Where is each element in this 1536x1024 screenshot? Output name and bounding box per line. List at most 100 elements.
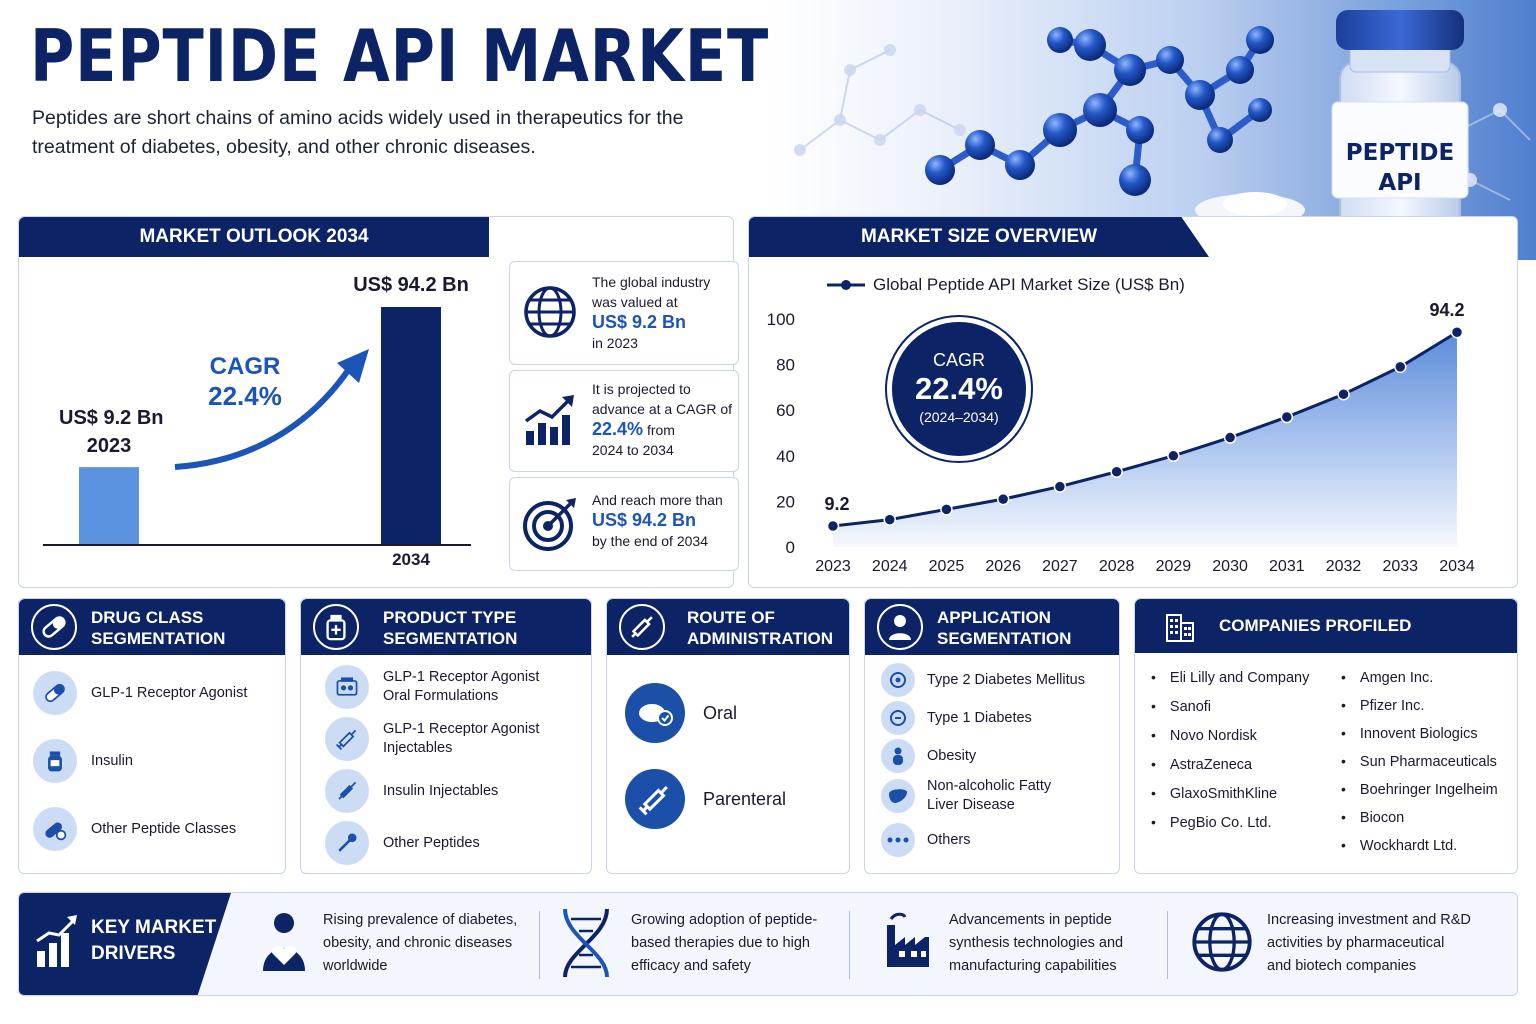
outlook-end-year: 2034 — [392, 550, 430, 569]
application-panel: APPLICATION SEGMENTATION Type 2 Diabetes … — [864, 598, 1120, 874]
globe-icon — [1192, 912, 1252, 972]
liver-icon — [889, 789, 907, 803]
bar-2034 — [381, 307, 441, 545]
list-item: Other Peptides — [325, 821, 480, 865]
company-item: Biocon — [1341, 809, 1404, 826]
building-icon — [1166, 614, 1194, 642]
driver-item-4: Increasing investment and R&D activities… — [1191, 893, 1501, 995]
divider — [1167, 911, 1168, 979]
product-type-item-2-l1: GLP-1 Receptor Agonist — [383, 721, 540, 737]
company-item: Boehringer Ingelheim — [1341, 781, 1498, 798]
data-point — [1280, 410, 1294, 424]
oral-pill-icon — [639, 704, 673, 726]
market-outlook-heading: MARKET OUTLOOK 2034 — [19, 217, 489, 257]
list-item: Oral — [625, 683, 737, 743]
list-item: Type 1 Diabetes — [881, 701, 1032, 735]
data-point — [1450, 325, 1464, 339]
drug-class-title-2: SEGMENTATION — [91, 629, 226, 648]
route-title-2: ADMINISTRATION — [687, 629, 834, 648]
y-tick-label: 80 — [776, 356, 795, 375]
list-item: Type 2 Diabetes Mellitus — [881, 663, 1085, 697]
key-drivers-title-1: KEY MARKET — [91, 917, 217, 938]
driver-3-l3: manufacturing capabilities — [949, 958, 1117, 974]
drug-class-title-1: DRUG CLASS — [91, 608, 204, 627]
vial-label: PEPTIDE API — [1345, 140, 1455, 196]
product-type-item-1-l2: Oral Formulations — [383, 688, 499, 704]
x-tick-label: 2033 — [1382, 558, 1418, 575]
market-size-heading: MARKET SIZE OVERVIEW — [749, 217, 1209, 257]
data-point — [826, 519, 840, 533]
product-type-item-1-l1: GLP-1 Receptor Agonist — [383, 669, 540, 685]
dna-icon — [563, 908, 609, 978]
info-card-projection: And reach more than US$ 94.2 Bn by the e… — [509, 477, 739, 571]
page-title: PEPTIDE API MARKET — [30, 14, 770, 98]
doctor-icon — [889, 615, 911, 640]
application-item-4-l1: Non-alcoholic Fatty — [927, 778, 1052, 794]
driver-3-l2: synthesis technologies and — [949, 935, 1124, 951]
x-tick-label: 2034 — [1439, 558, 1475, 575]
pills-icon — [45, 822, 67, 841]
list-item: Non-alcoholic Fatty Liver Disease — [881, 777, 1051, 815]
x-tick-label: 2023 — [815, 558, 851, 575]
info-card-3-highlight: US$ 94.2 Bn — [592, 510, 697, 530]
legend: Global Peptide API Market Size (US$ Bn) — [827, 275, 1185, 295]
info-card-2-pre: It is projected to advance at a CAGR of — [592, 381, 733, 417]
x-tick-label: 2030 — [1212, 558, 1248, 575]
page-subtitle: Peptides are short chains of amino acids… — [32, 107, 684, 158]
y-tick-label: 0 — [786, 538, 795, 557]
data-point — [1337, 387, 1350, 401]
drug-class-item-2: Insulin — [91, 752, 133, 769]
y-tick-label: 100 — [767, 310, 795, 329]
list-item: Obesity — [881, 739, 976, 773]
outlook-cagr-value: 22.4% — [208, 381, 282, 411]
patient-heart-icon — [263, 913, 305, 971]
market-outlook-panel: MARKET OUTLOOK 2034 US$ 9.2 Bn 2023 US$ … — [18, 216, 739, 588]
person-icon — [893, 747, 903, 765]
glucose-icon — [890, 672, 906, 688]
driver-3-l1: Advancements in peptide — [949, 912, 1112, 928]
target-icon — [523, 498, 576, 551]
outlook-start-year: 2023 — [86, 435, 132, 457]
tablet-box-icon — [336, 677, 358, 696]
x-tick-label: 2031 — [1269, 558, 1305, 575]
cagr-badge-period: (2024–2034) — [919, 409, 999, 425]
product-type-title-1: PRODUCT TYPE — [383, 608, 517, 627]
companies-heading: COMPANIES PROFILED — [1219, 616, 1412, 635]
route-panel: ROUTE OF ADMINISTRATION Oral Parenteral — [606, 598, 850, 874]
y-tick-label: 20 — [776, 492, 795, 511]
factory-icon — [887, 912, 929, 967]
drug-class-panel: DRUG CLASS SEGMENTATION GLP-1 Receptor Ag… — [18, 598, 286, 874]
route-item-parenteral: Parenteral — [703, 788, 787, 809]
driver-1-l1: Rising prevalence of diabetes, — [323, 912, 518, 928]
more-icon — [887, 837, 909, 843]
outlook-end-value: US$ 94.2 Bn — [353, 274, 469, 296]
market-size-chart: 0 20 40 60 80 100 2023 2024 2025 2026 2027 2028 2029… — [767, 300, 1475, 575]
key-drivers-heading: KEY MARKET DRIVERS — [19, 893, 231, 995]
data-point — [883, 513, 896, 526]
driver-2-l3: efficacy and safety — [631, 958, 751, 974]
company-item: Pfizer Inc. — [1341, 697, 1424, 714]
data-point — [1110, 465, 1123, 479]
product-type-item-2-l2: Injectables — [383, 740, 453, 756]
application-item-4-l2: Liver Disease — [927, 797, 1015, 813]
info-card-1-post: in 2023 — [592, 335, 638, 351]
outlook-start-value: US$ 9.2 Bn — [59, 407, 164, 429]
driver-4-l2: activities by pharmaceutical — [1267, 935, 1445, 951]
legend-label: Global Peptide API Market Size (US$ Bn) — [873, 275, 1185, 294]
list-item: Others — [881, 823, 971, 857]
application-item-1: Type 2 Diabetes Mellitus — [927, 671, 1085, 688]
driver-item-2: Growing adoption of peptide- based thera… — [555, 893, 845, 995]
x-tick-label: 2028 — [1099, 558, 1135, 575]
list-item: GLP-1 Receptor Agonist Injectables — [325, 717, 539, 761]
driver-2-l1: Growing adoption of peptide- — [631, 912, 818, 928]
company-item: Eli Lilly and Company — [1151, 669, 1309, 686]
syringe-icon — [631, 616, 653, 638]
data-point — [996, 492, 1010, 506]
x-tick-label: 2026 — [985, 558, 1021, 575]
syringe-icon — [338, 781, 357, 800]
growth-arrow-icon — [174, 367, 352, 470]
company-item: Novo Nordisk — [1151, 727, 1257, 744]
data-point — [1053, 480, 1067, 493]
info-card-1-highlight: US$ 9.2 Bn — [592, 312, 687, 332]
list-item: Parenteral — [625, 769, 786, 829]
